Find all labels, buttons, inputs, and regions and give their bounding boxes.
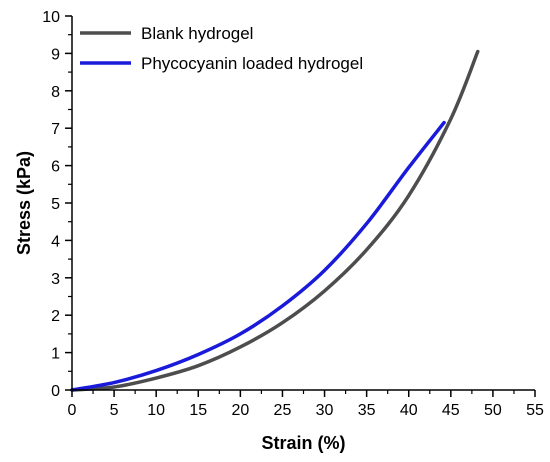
y-tick-label: 6	[51, 159, 60, 176]
x-tick-label: 20	[231, 402, 249, 419]
y-tick-label: 2	[51, 308, 60, 325]
y-tick-label: 9	[51, 46, 60, 63]
y-tick-label: 1	[51, 346, 60, 363]
x-axis-title: Strain (%)	[261, 433, 345, 453]
series-layer	[72, 52, 478, 390]
x-tick-label: 45	[442, 402, 460, 419]
y-tick-label: 7	[51, 121, 60, 138]
x-tick-label: 0	[68, 402, 77, 419]
series-line-2	[72, 123, 444, 390]
legend-label-1: Blank hydrogel	[141, 24, 253, 43]
x-tick-label: 5	[110, 402, 119, 419]
x-tick-label: 30	[316, 402, 334, 419]
y-tick-label: 0	[51, 383, 60, 400]
y-tick-label: 4	[51, 233, 60, 250]
y-tick-label: 5	[51, 196, 60, 213]
ticks-layer	[65, 16, 535, 397]
y-tick-label: 10	[42, 9, 60, 26]
y-axis-title: Stress (kPa)	[14, 151, 34, 255]
legend: Blank hydrogel Phycocyanin loaded hydroge…	[80, 24, 363, 73]
y-tick-label: 8	[51, 84, 60, 101]
x-tick-label: 50	[484, 402, 502, 419]
legend-label-2: Phycocyanin loaded hydrogel	[141, 54, 363, 73]
x-tick-label: 55	[526, 402, 544, 419]
x-tick-label: 25	[274, 402, 292, 419]
y-tick-label: 3	[51, 271, 60, 288]
series-line-1	[72, 52, 478, 390]
x-tick-label: 35	[358, 402, 376, 419]
x-tick-label: 15	[189, 402, 207, 419]
x-tick-label: 10	[147, 402, 165, 419]
x-tick-label: 40	[400, 402, 418, 419]
